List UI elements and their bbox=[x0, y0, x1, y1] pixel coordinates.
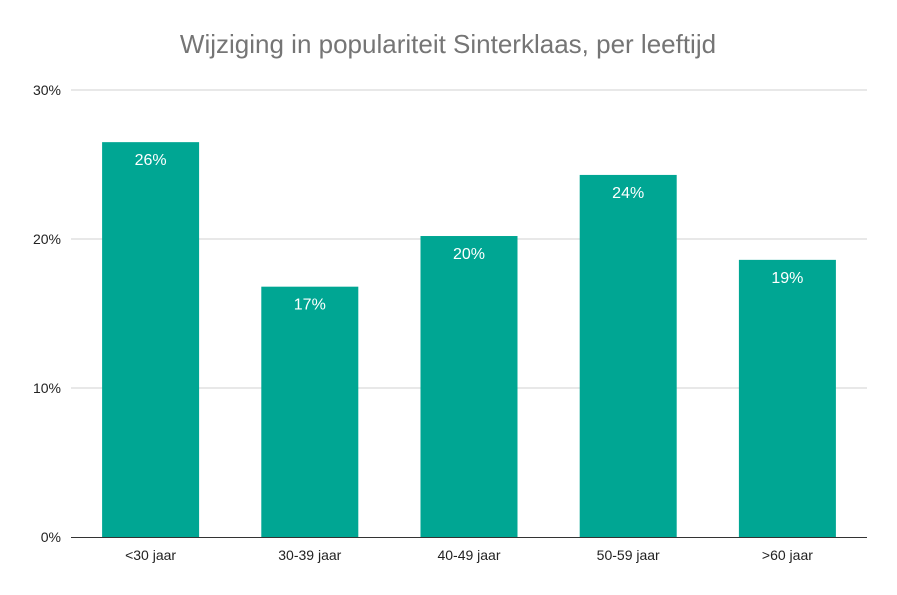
bar-data-labels: 26% 17% 20% 24% 19% bbox=[135, 152, 804, 314]
bar bbox=[261, 286, 359, 537]
bar-data-label: 19% bbox=[771, 270, 803, 287]
x-tick-label: 30-39 jaar bbox=[278, 547, 341, 563]
bars bbox=[102, 142, 836, 537]
y-tick-label: 0% bbox=[41, 529, 61, 545]
y-axis-ticks: 0% 10% 20% 30% bbox=[33, 82, 61, 545]
bar-data-label: 17% bbox=[294, 297, 326, 314]
bar-data-label: 24% bbox=[612, 185, 644, 202]
y-tick-label: 30% bbox=[33, 82, 61, 98]
bar bbox=[579, 174, 677, 537]
bar-data-label: 26% bbox=[135, 152, 167, 169]
bar bbox=[102, 142, 200, 537]
bar bbox=[420, 236, 518, 537]
bar-data-label: 20% bbox=[453, 246, 485, 263]
x-axis-ticks: <30 jaar 30-39 jaar 40-49 jaar 50-59 jaar >6… bbox=[125, 547, 813, 563]
x-tick-label: <30 jaar bbox=[125, 547, 176, 563]
x-tick-label: 40-49 jaar bbox=[437, 547, 500, 563]
x-tick-label: 50-59 jaar bbox=[597, 547, 660, 563]
x-tick-label: >60 jaar bbox=[762, 547, 813, 563]
chart-title: Wijziging in populariteit Sinterklaas, p… bbox=[180, 29, 716, 59]
y-tick-label: 20% bbox=[33, 231, 61, 247]
bar bbox=[738, 259, 836, 537]
y-tick-label: 10% bbox=[33, 380, 61, 396]
